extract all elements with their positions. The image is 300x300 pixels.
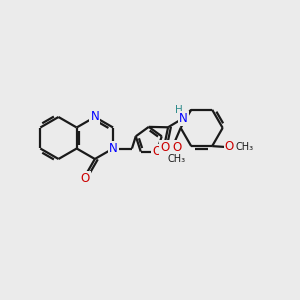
- Text: O: O: [81, 172, 90, 185]
- Text: CH₃: CH₃: [236, 142, 253, 152]
- Text: N: N: [179, 112, 188, 125]
- Text: O: O: [225, 140, 234, 153]
- Text: N: N: [109, 142, 117, 155]
- Text: H: H: [175, 105, 182, 115]
- Text: CH₃: CH₃: [167, 154, 186, 164]
- Text: O: O: [172, 141, 181, 154]
- Text: O: O: [152, 145, 161, 158]
- Text: O: O: [160, 141, 170, 154]
- Text: N: N: [91, 110, 99, 124]
